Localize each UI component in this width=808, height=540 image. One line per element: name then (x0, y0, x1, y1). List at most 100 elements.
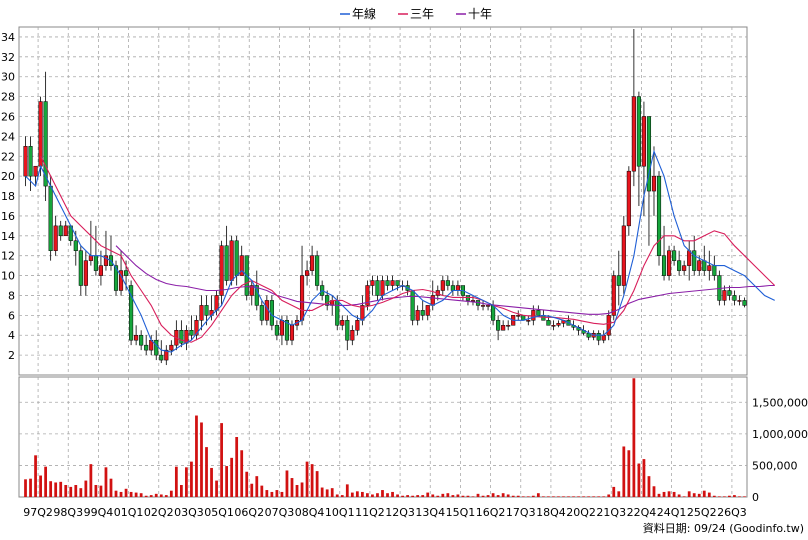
volume-bar (275, 490, 279, 497)
candle-body (415, 310, 420, 321)
price-panel-frame (18, 26, 748, 376)
volume-bar (728, 495, 731, 497)
candle-body (636, 96, 641, 167)
candle-body (310, 255, 315, 271)
volume-bar (230, 457, 234, 497)
volume-bar (200, 422, 203, 497)
price-tick-label: 24 (1, 130, 15, 143)
volume-bar (129, 491, 133, 497)
candle-body (53, 225, 58, 251)
price-tick-label: 26 (1, 110, 15, 123)
volume-bar (290, 478, 294, 497)
volume-bar (29, 478, 32, 497)
volume-bar (265, 490, 269, 497)
volume-bar (471, 496, 475, 497)
candle-body (299, 275, 305, 321)
volume-bar (567, 496, 570, 497)
x-tick-label: 97Q2 (23, 506, 53, 519)
x-tick-label: 17Q3 (506, 506, 536, 519)
volume-bar (572, 496, 575, 497)
volume-bar (49, 481, 53, 497)
volume-bar (501, 493, 505, 497)
volume-bar (99, 485, 103, 497)
volume-bar (506, 494, 510, 497)
x-tick-label: 11Q2 (355, 506, 385, 519)
volume-bar (285, 470, 289, 497)
volume-bar (697, 493, 701, 497)
volume-bar (667, 491, 671, 497)
x-tick-label: 15Q1 (446, 506, 476, 519)
volume-bar (451, 495, 455, 497)
volume-tick-label: 1,000,000 (752, 428, 808, 441)
candle-body (259, 305, 264, 321)
volume-bar (597, 496, 601, 497)
candle-body (556, 323, 561, 326)
volume-bar (426, 492, 430, 497)
ma-year-line (25, 149, 775, 353)
volume-bar (738, 496, 741, 497)
volume-bar (431, 494, 435, 497)
volume-bar (119, 491, 123, 497)
volume-bar (381, 490, 384, 497)
candle-body (93, 255, 98, 271)
volume-bar (350, 492, 354, 497)
candle-body (239, 255, 244, 276)
volume-tick-label: 1,500,000 (752, 396, 808, 409)
volume-bar (174, 466, 178, 497)
volume-bar (225, 466, 229, 497)
volume-bar (441, 493, 445, 497)
volume-bar (109, 478, 113, 497)
volume-bar (707, 492, 711, 497)
volume-bar (602, 496, 606, 497)
candle-body (144, 344, 149, 351)
volume-bar (84, 480, 88, 497)
x-tick-label: 99Q4 (84, 506, 114, 519)
candle-body (687, 250, 692, 266)
candle-body (656, 175, 662, 256)
volume-bar (34, 455, 37, 497)
volume-bar (672, 491, 676, 497)
moving-averages (25, 149, 776, 353)
candle-body (224, 245, 229, 281)
volume-bar (692, 493, 696, 497)
legend-label: 三年 (410, 7, 434, 21)
volume-bar (39, 475, 42, 497)
candle-body (370, 280, 375, 286)
volume-bar (612, 486, 616, 497)
volume-tick-label: 0 (752, 491, 759, 504)
volume-bar (657, 493, 661, 497)
candle-body (129, 285, 134, 341)
volume-bar (250, 483, 254, 497)
volume-bar (562, 496, 565, 497)
candle-body (28, 146, 33, 177)
candle-body (199, 305, 204, 321)
x-tick-label: 98Q3 (53, 506, 83, 519)
candle-body (546, 320, 551, 326)
volume-bar (240, 450, 244, 497)
volume-bar (386, 493, 389, 497)
candle-body (98, 265, 103, 276)
volume-bar (376, 493, 379, 497)
volume-bar (456, 494, 460, 497)
volume-bar (315, 471, 319, 497)
candle-body (445, 280, 450, 286)
candle-body (430, 295, 435, 306)
candle-body (380, 280, 385, 296)
volume-bar (416, 495, 420, 497)
volume-bar (124, 488, 128, 497)
volume-bar (195, 415, 198, 497)
candle-body (531, 310, 536, 321)
x-tick-label: 13Q4 (415, 506, 445, 519)
candle-body (672, 250, 677, 261)
volume-bar (255, 476, 259, 497)
candle-body (707, 265, 712, 271)
volume-bar (371, 494, 374, 497)
volume-bar (632, 378, 636, 497)
ma-10year-line (115, 245, 775, 315)
candle-body (626, 170, 631, 227)
volume-bar (205, 447, 208, 497)
x-axis: 97Q2 98Q3 99Q4 01Q1 02Q2 03Q3 05Q1 06Q2 07Q3 08Q4… (23, 506, 746, 519)
candle-body (139, 334, 144, 346)
x-tick-label: 22Q4 (627, 506, 657, 519)
